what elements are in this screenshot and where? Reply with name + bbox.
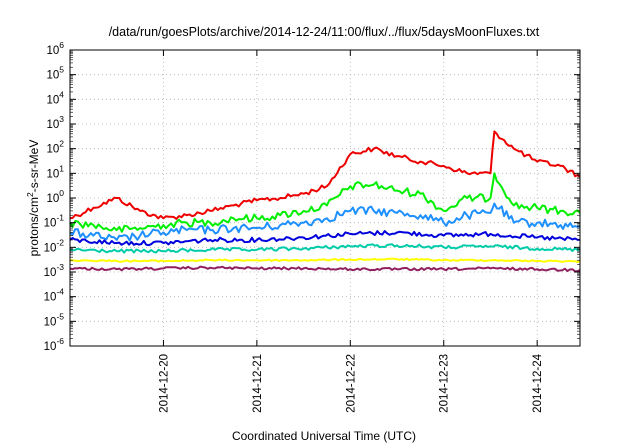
x-tick-label: 2014-12-20 bbox=[158, 354, 170, 413]
y-tick-label: 106 bbox=[46, 40, 64, 57]
y-tick-label: 100 bbox=[46, 188, 64, 205]
y-tick-label: 103 bbox=[46, 114, 64, 131]
series-line bbox=[69, 130, 581, 220]
y-tick-label: 10-4 bbox=[44, 287, 65, 304]
y-tick-label: 104 bbox=[46, 89, 64, 106]
x-tick-label: 2014-12-22 bbox=[345, 354, 357, 413]
y-tick-label: 101 bbox=[46, 163, 64, 180]
y-tick-label: 10-6 bbox=[44, 336, 65, 353]
x-axis-label: Coordinated Universal Time (UTC) bbox=[232, 429, 416, 443]
series-line bbox=[69, 257, 581, 263]
y-tick-label: 105 bbox=[46, 65, 64, 82]
y-axis-label: protons/cm2-s-sr-MeV bbox=[25, 140, 41, 257]
y-tick-label: 10-5 bbox=[44, 311, 65, 328]
x-tick-label: 2014-12-23 bbox=[439, 354, 451, 413]
x-tick-label: 2014-12-21 bbox=[252, 354, 264, 413]
y-axis-ticks: 10-6 10-5 10-4 10-3 10-2 10-1 100 101 102 103 104 1… bbox=[44, 40, 580, 353]
series-line bbox=[69, 230, 581, 247]
series-lines bbox=[69, 130, 581, 273]
series-line bbox=[69, 243, 581, 254]
series-line bbox=[69, 202, 581, 242]
series-line bbox=[69, 265, 581, 273]
series-line bbox=[69, 172, 581, 233]
x-axis-ticks: 2014-12-20 2014-12-21 2014-12-22 2014-12-23… bbox=[158, 50, 544, 413]
grid-lines bbox=[70, 50, 580, 346]
x-tick-label: 2014-12-24 bbox=[532, 353, 544, 412]
y-tick-label: 10-1 bbox=[44, 213, 65, 230]
chart-title: /data/run/goesPlots/archive/2014-12-24/1… bbox=[109, 25, 540, 39]
y-tick-label: 102 bbox=[46, 139, 64, 156]
y-tick-label: 10-2 bbox=[44, 237, 65, 254]
y-tick-label: 10-3 bbox=[44, 262, 65, 279]
